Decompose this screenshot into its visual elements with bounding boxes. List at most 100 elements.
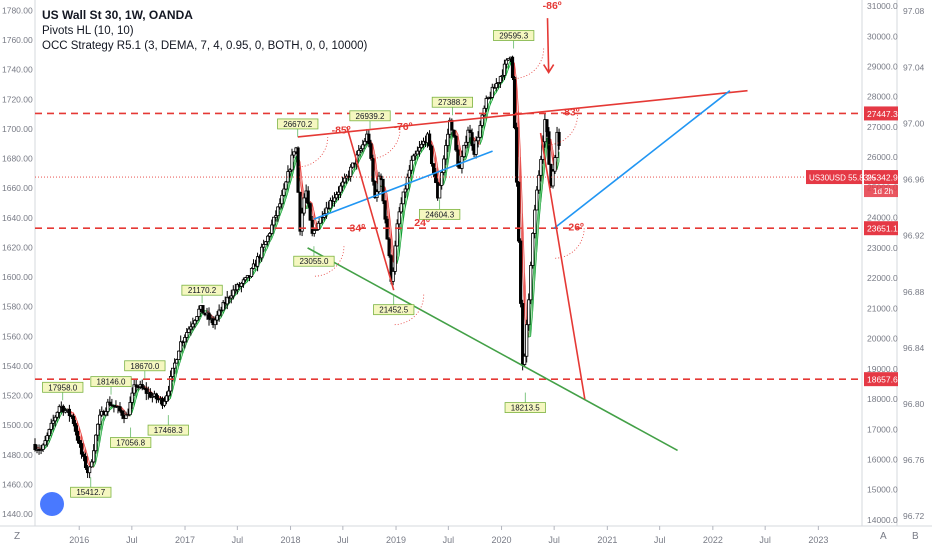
candle-body — [488, 96, 492, 99]
candle-body — [292, 151, 296, 156]
log-scale-button[interactable]: B — [912, 531, 919, 542]
trendline-red[interactable] — [546, 18, 550, 73]
candle-body — [342, 177, 347, 183]
price-badge-level-top-bg — [864, 106, 898, 121]
angle-label: -85º — [332, 125, 351, 137]
right-scale-tick: 96.84 — [903, 343, 925, 353]
angle-label: -86º — [543, 0, 562, 12]
candle-body — [120, 410, 124, 416]
candle-body — [373, 180, 377, 198]
candle-body — [470, 132, 474, 147]
candle-body — [413, 153, 418, 157]
timezone-button[interactable]: Z — [14, 531, 21, 542]
candle-body — [274, 215, 278, 218]
candle-body — [334, 194, 339, 199]
candle-body — [288, 169, 292, 172]
symbol-tag[interactable]: US30USD 55.83% — [809, 174, 875, 183]
trendline-red[interactable] — [297, 89, 748, 138]
candle-body — [268, 233, 272, 237]
left-scale-tick: 1540.00 — [2, 361, 33, 371]
angle-arc — [370, 128, 401, 160]
candle-body — [217, 309, 221, 316]
tradingview-logo-icon[interactable] — [40, 492, 64, 516]
price-badge-current[interactable]: 25342.9 — [867, 173, 898, 183]
left-scale-tick: 1680.00 — [2, 154, 33, 164]
candle-body — [359, 148, 363, 151]
candle-body — [557, 131, 561, 146]
left-scale-tick: 1700.00 — [2, 124, 33, 134]
arrow-head-icon — [542, 64, 555, 75]
price-scale-tick: 18000.0 — [867, 394, 898, 404]
candle-body — [363, 140, 367, 146]
candle-body — [462, 144, 466, 157]
candle-body — [381, 178, 385, 202]
candle-body — [306, 190, 310, 204]
candle-body — [260, 246, 264, 259]
candle-body — [308, 203, 312, 221]
pivot-label: 24604.3 — [425, 210, 454, 219]
candle-body — [444, 145, 448, 160]
price-badge-level-top[interactable]: 27447.3 — [867, 109, 898, 119]
left-scale-tick: 1500.00 — [2, 420, 33, 430]
pivot-label: 17056.8 — [116, 439, 145, 448]
auto-scale-button[interactable]: A — [880, 531, 887, 542]
candle-body — [148, 392, 152, 398]
candle-body — [280, 194, 284, 205]
candle-body — [168, 376, 173, 392]
candle-body — [94, 434, 98, 452]
right-scale-tick: 96.80 — [903, 399, 925, 409]
candle-body — [302, 197, 306, 214]
candle-body — [255, 256, 260, 267]
candle-body — [124, 414, 128, 419]
candle-body — [531, 233, 535, 266]
candle-body — [106, 401, 110, 412]
candle-body — [393, 245, 397, 272]
price-scale-tick: 17000.0 — [867, 424, 898, 434]
candle-body — [175, 359, 179, 364]
candle-body — [351, 162, 355, 168]
candle-body — [407, 169, 411, 178]
candle-body — [361, 144, 365, 150]
right-scale-tick: 96.88 — [903, 287, 925, 297]
candle-body — [427, 133, 432, 147]
candle-body — [162, 400, 167, 406]
indicator-pivots[interactable]: Pivots HL (10, 10) — [42, 24, 134, 37]
trendline-red[interactable] — [539, 132, 586, 400]
price-scale-tick: 24000.0 — [867, 213, 898, 223]
candle-body — [533, 209, 537, 234]
candle-body — [314, 229, 318, 231]
trendline-green[interactable] — [307, 247, 678, 452]
pivot-label: 27388.2 — [438, 98, 467, 107]
price-badge-level-low[interactable]: 18657.6 — [867, 375, 898, 385]
right-scale-tick: 96.92 — [903, 231, 925, 241]
symbol-title[interactable]: US Wall St 30, 1W, OANDA — [42, 8, 193, 22]
candle-body — [338, 185, 343, 193]
trendline-red[interactable] — [346, 126, 395, 291]
candle-body — [496, 82, 500, 84]
time-axis-label: Jul — [548, 535, 560, 545]
candle-body — [229, 295, 233, 299]
pivot-label: 23055.0 — [299, 257, 328, 266]
trendline-blue[interactable] — [313, 150, 493, 220]
price-badge-level-mid[interactable]: 23651.1 — [867, 224, 898, 234]
pivot-label-box — [293, 255, 335, 267]
candle-body — [191, 323, 195, 328]
left-scale-tick: 1660.00 — [2, 183, 33, 193]
pivot-label-box — [349, 110, 391, 122]
time-axis-label: Jul — [337, 535, 349, 545]
angle-arc — [547, 114, 578, 146]
pivot-label-box — [181, 284, 223, 296]
candle-body — [118, 406, 122, 412]
angle-arc — [313, 246, 345, 277]
indicator-occ-strategy[interactable]: OCC Strategy R5.1 (3, DEMA, 7, 4, 0.95, … — [42, 40, 368, 52]
angle-arc — [393, 294, 425, 326]
candle-body — [61, 405, 65, 413]
candle-body — [276, 206, 280, 217]
trendline-blue[interactable] — [553, 90, 731, 229]
candle-body — [75, 430, 80, 441]
candle-body — [367, 133, 371, 145]
candle-body — [221, 301, 225, 311]
candle-body — [79, 443, 84, 455]
